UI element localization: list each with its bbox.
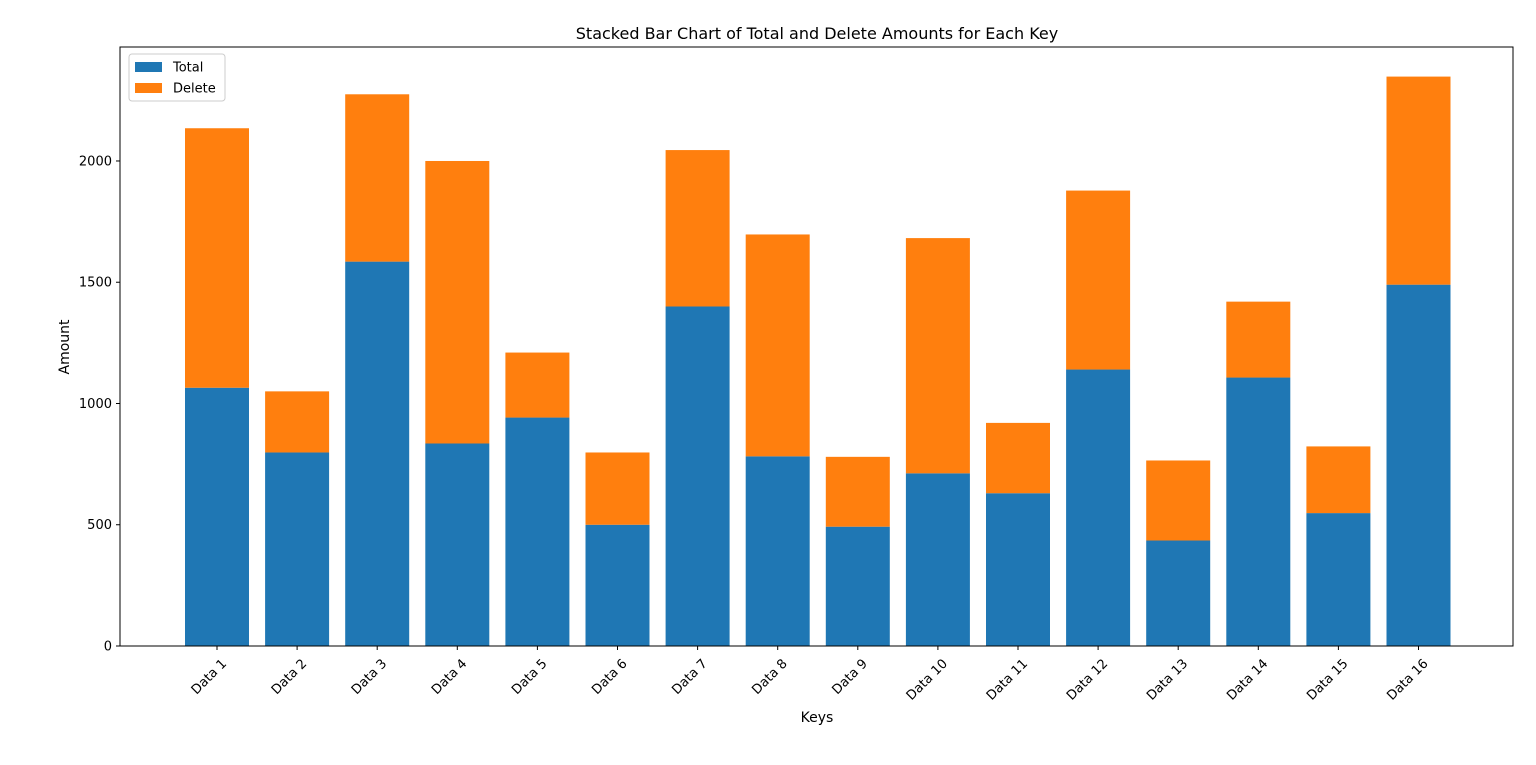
bar-total-6 xyxy=(585,524,650,646)
x-tick-label: Data 12 xyxy=(1064,656,1111,703)
bar-delete-7 xyxy=(665,150,730,307)
bar-delete-9 xyxy=(825,456,890,527)
chart-title: Stacked Bar Chart of Total and Delete Am… xyxy=(576,24,1058,43)
x-axis-label: Keys xyxy=(801,710,834,726)
legend-label-delete: Delete xyxy=(173,82,216,97)
x-tick-label: Data 2 xyxy=(269,656,310,697)
bar-total-2 xyxy=(265,452,330,646)
y-tick-label: 500 xyxy=(87,518,112,533)
bar-total-4 xyxy=(425,443,490,646)
bar-total-5 xyxy=(505,417,570,646)
bars-layer xyxy=(185,76,1451,646)
x-tick-label: Data 6 xyxy=(589,656,630,697)
y-axis-label: Amount xyxy=(57,319,73,375)
x-tick-label: Data 16 xyxy=(1384,656,1431,703)
legend: Total Delete xyxy=(128,53,226,102)
x-tick-label: Data 9 xyxy=(830,656,871,697)
x-tick-label: Data 5 xyxy=(509,656,550,697)
bar-delete-14 xyxy=(1226,301,1291,378)
bar-total-1 xyxy=(185,387,249,646)
bar-delete-5 xyxy=(505,352,570,418)
bar-total-13 xyxy=(1146,540,1211,646)
legend-swatch-delete xyxy=(135,83,162,93)
x-tick-label: Data 4 xyxy=(429,656,470,697)
bar-delete-11 xyxy=(986,422,1050,494)
bar-total-15 xyxy=(1306,513,1371,646)
x-tick-label: Data 1 xyxy=(189,656,230,697)
bar-delete-2 xyxy=(265,391,330,453)
bar-total-7 xyxy=(665,306,730,646)
x-tick-label: Data 8 xyxy=(749,656,790,697)
bar-total-12 xyxy=(1066,369,1131,646)
legend-label-total: Total xyxy=(172,61,203,76)
x-tick-label: Data 3 xyxy=(349,656,390,697)
bar-delete-16 xyxy=(1386,76,1451,285)
bar-total-16 xyxy=(1386,284,1451,646)
bar-delete-8 xyxy=(745,234,810,457)
bar-delete-6 xyxy=(585,452,650,525)
bar-delete-10 xyxy=(905,238,970,474)
x-tick-label: Data 15 xyxy=(1304,656,1351,703)
bar-delete-4 xyxy=(425,160,490,444)
x-tick-label: Data 10 xyxy=(904,656,951,703)
y-tick-label: 1000 xyxy=(79,397,112,412)
x-tick-label: Data 11 xyxy=(984,656,1031,703)
bar-total-9 xyxy=(825,526,890,646)
y-tick-label: 2000 xyxy=(79,154,112,169)
bar-delete-13 xyxy=(1146,460,1211,541)
bar-total-8 xyxy=(745,456,810,646)
bar-delete-12 xyxy=(1066,190,1131,370)
bar-delete-3 xyxy=(345,94,410,262)
bar-total-10 xyxy=(905,473,970,646)
bar-total-14 xyxy=(1226,377,1291,646)
bar-delete-1 xyxy=(185,128,249,388)
x-tick-label: Data 7 xyxy=(669,656,710,697)
legend-swatch-total xyxy=(135,62,162,72)
x-tick-label: Data 14 xyxy=(1224,656,1271,703)
x-tick-label: Data 13 xyxy=(1144,656,1191,703)
plot-frame xyxy=(119,46,1514,647)
bar-total-3 xyxy=(345,261,410,646)
bar-delete-15 xyxy=(1306,446,1371,514)
y-tick-label: 1500 xyxy=(79,276,112,291)
y-tick-label: 0 xyxy=(104,640,112,655)
bar-total-11 xyxy=(986,493,1050,646)
